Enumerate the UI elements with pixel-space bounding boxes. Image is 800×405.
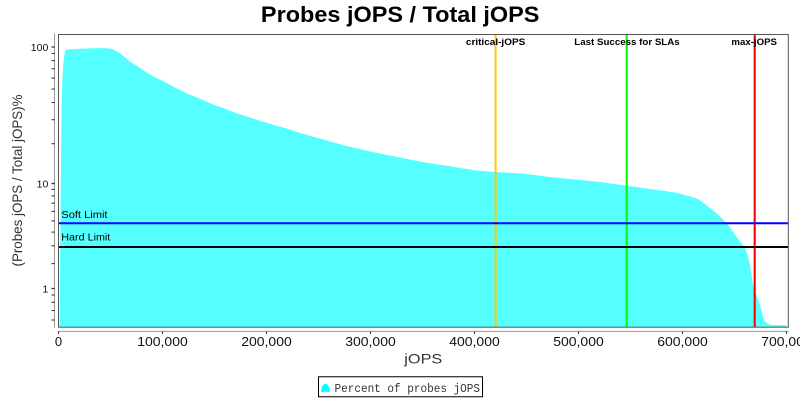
svg-text:700,000: 700,000 [761,334,800,349]
svg-text:Last Success for SLAs: Last Success for SLAs [574,37,679,48]
svg-text:Probes jOPS / Total jOPS: Probes jOPS / Total jOPS [261,2,540,27]
svg-text:100: 100 [31,42,49,54]
svg-text:Soft Limit: Soft Limit [61,210,107,221]
svg-text:100,000: 100,000 [137,334,188,349]
svg-text:jOPS: jOPS [403,351,442,367]
svg-text:400,000: 400,000 [449,334,500,349]
svg-text:1: 1 [42,284,48,296]
svg-text:600,000: 600,000 [657,334,708,349]
svg-text:(Probes jOPS / Total jOPS)%: (Probes jOPS / Total jOPS)% [9,95,25,267]
svg-text:0: 0 [55,334,62,349]
svg-text:max-jOPS: max-jOPS [731,37,777,48]
svg-text:Hard Limit: Hard Limit [61,233,110,244]
svg-text:300,000: 300,000 [345,334,396,349]
svg-text:10: 10 [37,179,49,191]
svg-text:200,000: 200,000 [241,334,292,349]
svg-text:critical-jOPS: critical-jOPS [466,37,525,48]
svg-text:Percent of probes jOPS: Percent of probes jOPS [335,383,481,396]
svg-text:500,000: 500,000 [553,334,604,349]
